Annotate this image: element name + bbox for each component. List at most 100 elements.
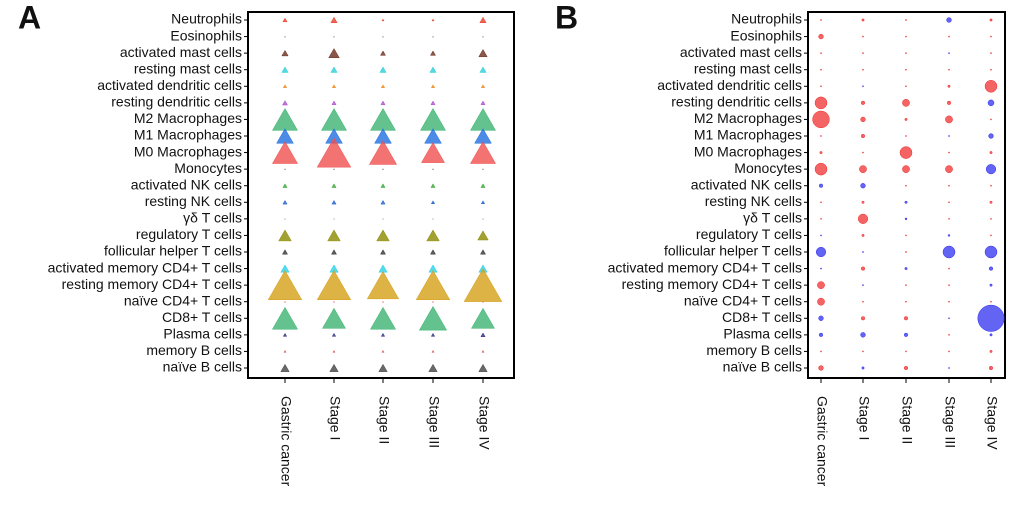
column-label: Stage III bbox=[426, 396, 442, 448]
bubble bbox=[905, 234, 907, 237]
triangle bbox=[331, 199, 337, 205]
bubble bbox=[948, 350, 950, 353]
bubble bbox=[818, 33, 824, 40]
bubble bbox=[862, 251, 864, 253]
triangle bbox=[316, 270, 352, 301]
bubble bbox=[860, 316, 866, 321]
triangle bbox=[431, 300, 435, 303]
bubble bbox=[812, 110, 830, 129]
triangle bbox=[381, 300, 385, 303]
bubble bbox=[819, 151, 823, 155]
triangle bbox=[478, 48, 488, 58]
bubble bbox=[948, 52, 950, 54]
bubble bbox=[818, 365, 824, 371]
triangle bbox=[430, 50, 436, 56]
column-label: Stage II bbox=[899, 396, 915, 444]
bubble bbox=[948, 201, 950, 204]
row-label: Eosinophils bbox=[170, 27, 242, 43]
triangle bbox=[380, 249, 386, 255]
bubble bbox=[989, 200, 993, 204]
bubble bbox=[948, 267, 950, 270]
bubble bbox=[905, 35, 907, 38]
bubble bbox=[948, 218, 950, 220]
triangle bbox=[282, 332, 288, 337]
bubble bbox=[820, 85, 822, 88]
triangle bbox=[431, 350, 435, 353]
bubble bbox=[989, 151, 993, 155]
triangle bbox=[430, 100, 436, 105]
bubble bbox=[861, 366, 865, 370]
column-label: Stage IV bbox=[476, 396, 492, 450]
bubble bbox=[987, 99, 995, 107]
bubble bbox=[989, 349, 993, 353]
triangle bbox=[481, 168, 485, 170]
triangle bbox=[331, 332, 337, 337]
triangle bbox=[271, 107, 299, 131]
column-label: Stage III bbox=[942, 396, 958, 448]
triangle bbox=[283, 350, 287, 353]
bubble bbox=[988, 266, 994, 271]
triangle bbox=[330, 66, 338, 73]
triangle bbox=[280, 363, 290, 372]
row-label: activated dendritic cells bbox=[657, 77, 802, 93]
bubble bbox=[904, 217, 908, 221]
triangle bbox=[479, 66, 487, 73]
bubble bbox=[820, 52, 822, 54]
column-label: Stage II bbox=[376, 396, 392, 444]
row-label: γδ T cells bbox=[743, 210, 802, 226]
triangle bbox=[428, 363, 438, 372]
triangle bbox=[320, 107, 348, 131]
bubble bbox=[905, 251, 907, 253]
bubble bbox=[820, 234, 822, 237]
bubble bbox=[989, 18, 993, 22]
triangle bbox=[482, 217, 484, 220]
triangle bbox=[366, 270, 400, 300]
row-label: regulatory T cells bbox=[696, 226, 802, 242]
bubble bbox=[948, 284, 950, 286]
bubble bbox=[859, 165, 867, 173]
bubble bbox=[903, 365, 909, 371]
triangle bbox=[376, 229, 390, 242]
bubble bbox=[905, 68, 907, 71]
bubble bbox=[990, 300, 992, 303]
bubble bbox=[989, 333, 993, 337]
triangle bbox=[430, 200, 436, 204]
bubble bbox=[948, 68, 950, 71]
bubble bbox=[861, 233, 865, 237]
bubble bbox=[947, 234, 951, 237]
triangle bbox=[327, 229, 341, 242]
triangle bbox=[368, 140, 398, 165]
triangle bbox=[430, 183, 436, 188]
row-label: memory B cells bbox=[146, 342, 242, 358]
row-label: resting dendritic cells bbox=[111, 94, 242, 110]
row-label: Monocytes bbox=[174, 160, 242, 176]
row-label: Neutrophils bbox=[731, 11, 802, 27]
triangle bbox=[469, 141, 497, 164]
triangle bbox=[463, 268, 503, 302]
bubble bbox=[905, 184, 907, 187]
bubble bbox=[988, 133, 994, 139]
row-label: M2 Macrophages bbox=[694, 110, 802, 126]
triangle bbox=[267, 270, 303, 301]
triangle bbox=[282, 249, 288, 255]
triangle bbox=[380, 50, 386, 56]
bubble bbox=[990, 234, 992, 237]
bubble bbox=[948, 300, 950, 303]
column-label: Stage I bbox=[327, 396, 343, 440]
row-label: activated mast cells bbox=[680, 44, 802, 60]
triangle bbox=[331, 84, 337, 88]
bubble bbox=[820, 135, 822, 137]
triangle bbox=[282, 199, 288, 205]
row-label: resting mast cells bbox=[134, 60, 242, 76]
bubble bbox=[948, 317, 950, 320]
triangle bbox=[282, 84, 288, 88]
triangle bbox=[329, 363, 339, 372]
bubble bbox=[948, 135, 950, 137]
bubble bbox=[905, 85, 907, 88]
row-label: naïve CD4+ T cells bbox=[124, 292, 242, 308]
triangle bbox=[415, 270, 451, 301]
row-label: follicular helper T cells bbox=[104, 243, 242, 259]
triangle bbox=[381, 350, 385, 353]
triangle bbox=[332, 168, 336, 170]
